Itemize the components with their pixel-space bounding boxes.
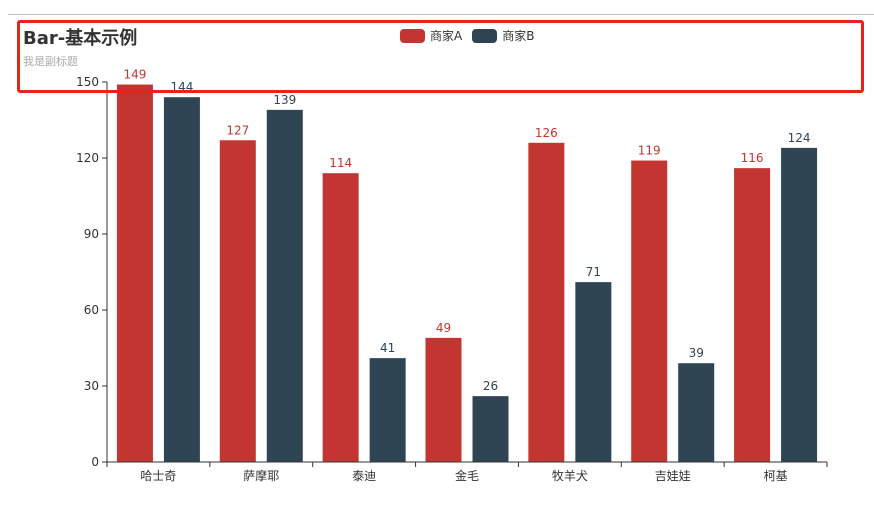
top-divider bbox=[8, 14, 874, 15]
chart-subtitle: 我是副标题 bbox=[23, 55, 78, 68]
legend-swatch-a-icon bbox=[400, 28, 425, 43]
bar-a[interactable] bbox=[322, 173, 359, 462]
chart-title: Bar-基本示例 bbox=[23, 28, 138, 49]
bar-a[interactable] bbox=[631, 160, 668, 463]
bar-value-label: 119 bbox=[638, 144, 661, 158]
bar-a[interactable] bbox=[219, 140, 256, 462]
bar-value-label: 144 bbox=[170, 80, 193, 94]
bar-b[interactable] bbox=[163, 97, 200, 462]
x-tick-label: 吉娃娃 bbox=[655, 469, 691, 483]
legend-item-series-b[interactable]: 商家B bbox=[472, 27, 534, 44]
x-tick-label: 萨摩耶 bbox=[243, 468, 279, 483]
x-tick-label: 牧羊犬 bbox=[552, 468, 588, 483]
bar-a[interactable] bbox=[425, 337, 462, 462]
x-tick-label: 柯基 bbox=[764, 469, 788, 483]
y-tick-label: 30 bbox=[84, 379, 99, 393]
x-tick-label: 泰迪 bbox=[352, 469, 376, 483]
bar-value-label: 116 bbox=[741, 151, 764, 165]
legend-swatch-b-icon bbox=[472, 28, 498, 43]
bar-value-label: 149 bbox=[123, 68, 146, 82]
bar-b[interactable] bbox=[678, 363, 715, 462]
bar-value-label: 124 bbox=[788, 131, 811, 145]
y-tick-label: 120 bbox=[76, 151, 99, 165]
x-tick-label: 哈士奇 bbox=[140, 469, 176, 483]
y-tick-label: 90 bbox=[84, 227, 99, 241]
bar-b[interactable] bbox=[472, 396, 509, 462]
bar-a[interactable] bbox=[734, 168, 771, 462]
bar-b[interactable] bbox=[575, 282, 612, 462]
y-tick-label: 0 bbox=[91, 455, 99, 469]
bar-value-label: 39 bbox=[689, 346, 704, 360]
bar-value-label: 49 bbox=[436, 321, 451, 335]
y-tick-label: 60 bbox=[84, 303, 99, 317]
bar-value-label: 114 bbox=[329, 156, 352, 170]
legend-label-a: 商家A bbox=[430, 29, 463, 43]
bar-value-label: 71 bbox=[586, 265, 601, 279]
x-tick-label: 金毛 bbox=[455, 468, 479, 483]
bar-a[interactable] bbox=[528, 142, 565, 463]
bar-value-label: 126 bbox=[535, 126, 558, 140]
bar-a[interactable] bbox=[116, 84, 153, 463]
legend-item-series-a[interactable]: 商家A bbox=[400, 27, 462, 44]
bar-b[interactable] bbox=[369, 358, 406, 462]
chart-legend: 商家A 商家B bbox=[400, 27, 544, 44]
legend-label-b: 商家B bbox=[502, 29, 535, 43]
y-tick-label: 150 bbox=[76, 75, 99, 89]
bar-b[interactable] bbox=[781, 147, 818, 462]
bar-value-label: 41 bbox=[380, 341, 395, 355]
bar-b[interactable] bbox=[266, 109, 303, 462]
bar-value-label: 127 bbox=[226, 123, 249, 137]
bar-value-label: 26 bbox=[483, 379, 498, 393]
bar-value-label: 139 bbox=[273, 93, 296, 107]
